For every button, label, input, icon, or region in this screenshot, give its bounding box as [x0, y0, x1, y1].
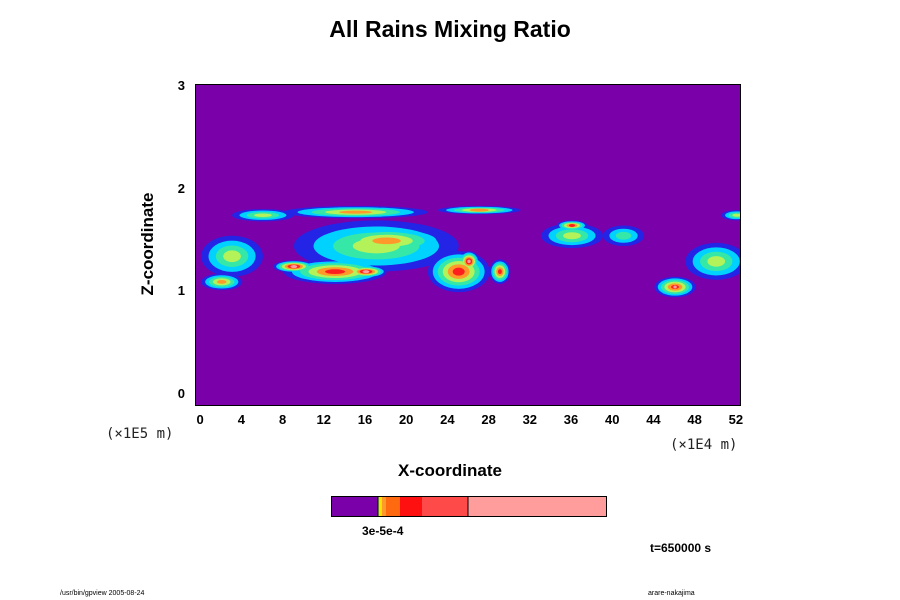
rain-contour — [217, 279, 227, 284]
y-axis-multiplier: (×1E5 m) — [106, 426, 174, 442]
x-tick-label: 28 — [481, 412, 496, 427]
y-tick-label: 1 — [177, 283, 185, 299]
x-tick-label: 20 — [398, 412, 414, 427]
rain-contour — [452, 267, 465, 276]
footer-right: arare-nakajima — [648, 590, 695, 597]
colorbar-segment-orange-light — [382, 497, 386, 516]
x-axis-label: X-coordinate — [398, 461, 502, 480]
colorbar-segment-pink — [468, 497, 606, 516]
colorbar-segment-red-light — [422, 497, 468, 516]
rain-contour — [707, 256, 726, 267]
chart-title: All Rains Mixing Ratio — [329, 16, 571, 42]
rain-contour — [372, 237, 401, 245]
x-tick-label: 40 — [604, 412, 620, 427]
rain-contour — [290, 265, 298, 269]
rain-contour — [673, 285, 677, 289]
colorbar-svg — [332, 497, 606, 516]
time-label: t=650000 s — [650, 541, 712, 555]
y-tick-label: 2 — [177, 180, 185, 196]
x-tick-label: 24 — [440, 412, 455, 427]
x-tick-label: 0 — [196, 412, 204, 427]
colorbar-segment-green — [378, 497, 380, 516]
rain-contour — [469, 208, 489, 212]
rain-contour — [563, 232, 581, 240]
y-tick-label: 3 — [177, 78, 185, 94]
x-tick-label: 16 — [357, 412, 373, 427]
rain-contour — [569, 223, 576, 227]
colorbar-segment-orange — [386, 497, 400, 516]
x-tick-label: 8 — [278, 412, 287, 427]
rain-contour — [362, 270, 370, 274]
colorbar — [331, 496, 607, 517]
rain-contour — [325, 269, 346, 275]
heatmap-svg — [201, 206, 740, 298]
colorbar-segment-purple — [332, 497, 378, 516]
x-tick-label: 32 — [522, 412, 538, 427]
x-tick-label: 4 — [237, 412, 245, 427]
colorbar-segment-red — [400, 497, 422, 516]
y-axis-label: Z-coordinate — [138, 192, 157, 296]
x-tick-label: 36 — [563, 412, 579, 427]
rain-contour — [254, 213, 272, 217]
rain-contour — [339, 210, 373, 214]
x-tick-label: 48 — [687, 412, 702, 427]
x-tick-label: 52 — [728, 412, 744, 427]
colorbar-segment-yellow — [380, 497, 382, 516]
rain-contour — [732, 213, 740, 217]
rain-contour — [223, 250, 241, 263]
footer-left: /usr/bin/gpview 2005-08-24 — [60, 590, 145, 597]
plot-area — [195, 84, 741, 406]
rain-contour — [467, 259, 471, 264]
x-axis-multiplier: (×1E4 m) — [670, 437, 738, 453]
x-tick-label: 44 — [646, 412, 661, 427]
rain-contour — [615, 231, 632, 240]
y-tick-label: 0 — [177, 385, 185, 401]
rain-contour — [497, 269, 502, 275]
colorbar-labels: 3e-5e-4 — [362, 524, 404, 538]
x-tick-label: 12 — [316, 412, 331, 427]
